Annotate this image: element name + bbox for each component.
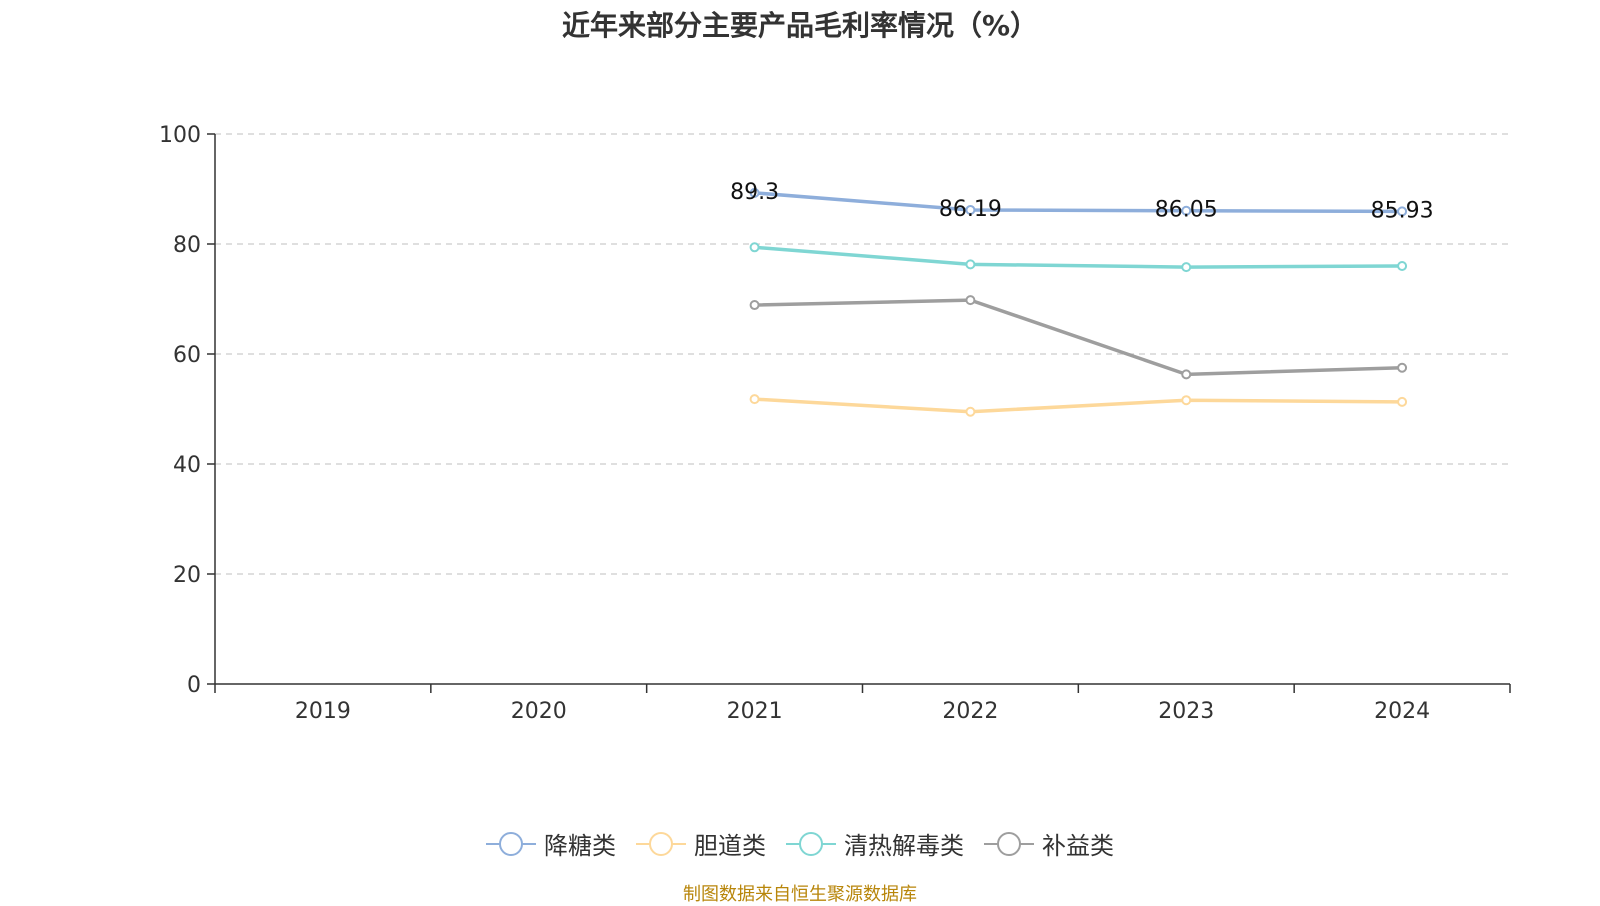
data-point [749,187,760,198]
data-point [1397,206,1408,217]
legend-item[interactable]: 清热解毒类 [786,826,964,861]
legend-label: 补益类 [1042,832,1114,860]
legend-marker-icon [786,831,836,856]
series-line-0 [754,191,1403,214]
source-note: 制图数据来自恒生聚源数据库 [683,884,917,905]
series-line-2 [754,245,1403,269]
data-point [749,242,760,253]
legend-marker-icon [984,831,1034,856]
x-tick-label: 2019 [295,699,351,724]
legend: 降糖类 胆道类 清热解毒类 补益类 [0,826,1600,861]
legend-item[interactable]: 补益类 [984,826,1114,861]
series-line-3 [754,298,1403,377]
data-point [1181,205,1192,216]
series-line-1 [754,397,1403,414]
data-point [1397,261,1408,271]
data-label: 86.05 [1155,198,1218,223]
data-label: 89.3 [730,180,779,205]
x-tick-label: 2020 [511,699,567,724]
legend-item[interactable]: 胆道类 [636,826,766,861]
legend-marker-icon [486,831,536,856]
y-tick-label: 20 [173,563,201,588]
data-point [749,300,760,311]
legend-label: 胆道类 [694,832,766,860]
y-tick-label: 60 [173,343,201,368]
data-point [1181,395,1192,406]
data-label: 86.19 [939,197,1002,222]
data-label: 85.93 [1371,198,1434,223]
data-point [965,406,976,417]
legend-item[interactable]: 降糖类 [486,826,616,861]
data-point [965,204,976,215]
data-point [1397,362,1408,373]
legend-label: 清热解毒类 [844,832,964,860]
chart-title: 近年来部分主要产品毛利率情况（%） [561,9,1039,42]
data-point [965,295,976,306]
x-tick-label: 2023 [1158,699,1214,724]
x-tick-label: 2024 [1374,699,1430,724]
x-tick-label: 2022 [942,699,998,724]
data-point [1181,262,1192,273]
data-point [1181,369,1192,380]
y-tick-label: 100 [159,123,201,148]
data-point [749,394,760,405]
legend-marker-icon [636,831,686,856]
y-tick-label: 80 [173,233,201,258]
data-point [1397,396,1408,407]
x-tick-label: 2021 [727,699,783,724]
legend-label: 降糖类 [544,832,616,860]
y-tick-label: 40 [173,453,201,478]
y-tick-label: 0 [187,673,201,698]
data-point [965,259,976,270]
